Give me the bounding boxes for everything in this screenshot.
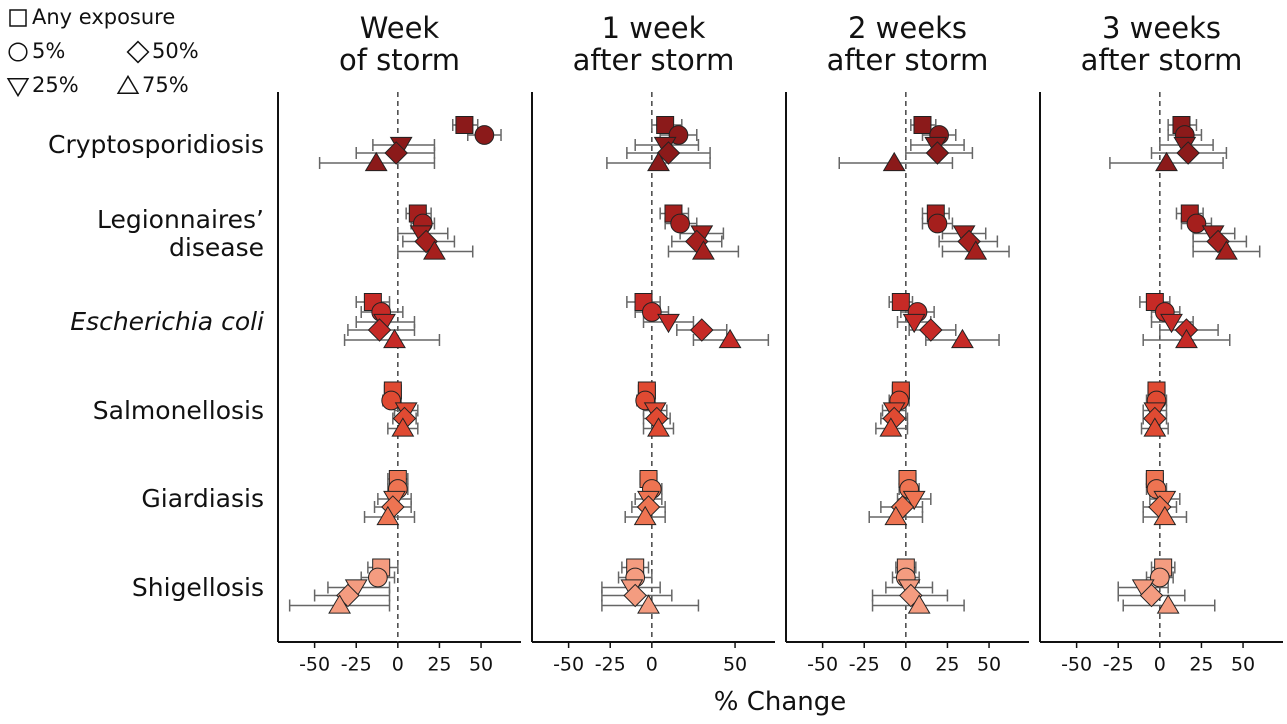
x-tick-label: 0 — [646, 654, 658, 676]
marker — [1156, 594, 1180, 614]
marker — [364, 151, 388, 172]
marker — [328, 594, 351, 614]
marker — [376, 505, 400, 526]
marker — [383, 328, 406, 349]
legend-label: 5% — [32, 39, 65, 63]
x-tick-label: -25 — [849, 654, 880, 676]
marker — [1153, 505, 1177, 526]
marker — [692, 240, 715, 260]
marker — [1186, 213, 1207, 234]
marker — [907, 594, 931, 614]
legend-marker — [6, 78, 30, 98]
x-tick-label: 0 — [392, 654, 404, 676]
legend-marker — [8, 42, 28, 62]
marker — [641, 302, 662, 322]
category-label: Cryptosporidiosis — [47, 130, 264, 159]
marker — [637, 594, 660, 614]
legend-marker — [116, 74, 140, 94]
category-label: Escherichia coli — [70, 307, 264, 336]
marker — [1143, 417, 1167, 437]
marker — [455, 116, 474, 134]
x-tick-label: -50 — [553, 654, 584, 676]
marker — [690, 318, 714, 342]
marker — [647, 151, 670, 172]
marker — [670, 213, 690, 234]
marker — [884, 505, 908, 526]
marker — [964, 240, 988, 260]
legend-label: 25% — [32, 73, 79, 97]
panel-title: 3 weeks after storm — [1080, 11, 1243, 78]
marker — [423, 240, 446, 260]
x-tick-label: -50 — [1061, 654, 1092, 676]
x-axis-label: % Change — [713, 687, 847, 717]
legend-label: Any exposure — [32, 5, 175, 29]
legend-label: 50% — [152, 39, 199, 63]
marker — [336, 583, 360, 608]
marker — [647, 417, 670, 437]
marker — [919, 318, 943, 342]
x-tick-label: 0 — [1154, 654, 1166, 676]
marker — [1176, 141, 1200, 165]
panel-title: Week of storm — [338, 11, 461, 78]
marker — [414, 229, 438, 254]
marker — [925, 141, 950, 165]
x-tick-label: 50 — [977, 654, 1001, 676]
legend-label: 75% — [142, 73, 189, 97]
panel-title: 2 weeks after storm — [826, 11, 989, 78]
marker — [879, 417, 903, 437]
panel-title: 1 week after storm — [572, 11, 735, 78]
marker — [882, 151, 906, 172]
marker — [368, 567, 388, 588]
x-tick-label: 0 — [900, 654, 912, 676]
marker — [381, 390, 402, 411]
category-label: Giardiasis — [141, 484, 264, 513]
x-tick-label: -25 — [1103, 654, 1134, 676]
category-label: Shigellosis — [131, 572, 264, 602]
x-tick-label: 50 — [1231, 654, 1255, 676]
marker — [913, 116, 932, 134]
marker — [367, 318, 392, 342]
x-tick-label: 25 — [935, 654, 959, 676]
marker — [902, 490, 926, 511]
marker — [1160, 313, 1183, 334]
marker — [1175, 328, 1198, 349]
x-tick-label: 25 — [1189, 654, 1213, 676]
legend-marker — [9, 9, 27, 27]
marker — [1149, 567, 1170, 588]
x-tick-label: 50 — [723, 654, 747, 676]
category-label: Salmonellosis — [92, 395, 264, 425]
marker — [1155, 151, 1178, 172]
marker — [623, 583, 647, 608]
x-tick-label: -25 — [595, 654, 626, 676]
marker — [657, 313, 680, 334]
marker — [474, 125, 495, 145]
legend-marker — [126, 40, 150, 64]
marker — [391, 417, 415, 437]
x-tick-label: 50 — [469, 654, 493, 676]
x-tick-label: -50 — [807, 654, 838, 676]
marker — [384, 141, 408, 165]
x-tick-label: -25 — [341, 654, 372, 676]
marker — [891, 293, 910, 311]
marker — [927, 213, 948, 234]
marker — [1214, 240, 1238, 260]
marker — [656, 141, 681, 165]
x-tick-label: 25 — [427, 654, 451, 676]
marker — [902, 313, 926, 334]
marker — [951, 328, 974, 349]
category-label: Legionnaires’ disease — [96, 204, 264, 262]
marker — [633, 505, 657, 526]
marker — [718, 328, 742, 349]
x-tick-label: -50 — [299, 654, 330, 676]
marker — [1139, 583, 1164, 608]
